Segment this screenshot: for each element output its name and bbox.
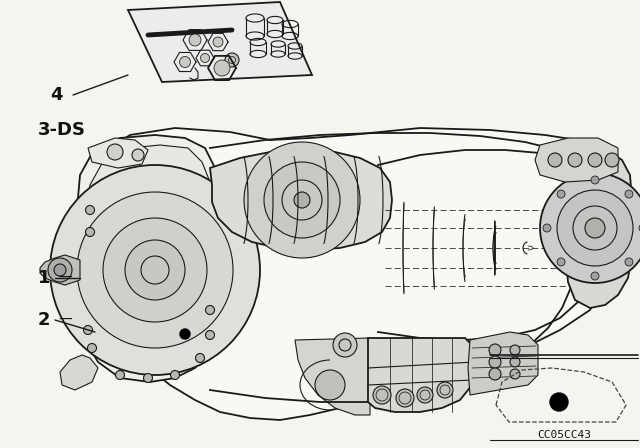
Circle shape [225,53,239,67]
Text: CC05CC43: CC05CC43 [537,430,591,440]
Circle shape [86,206,95,215]
Text: —: — [58,271,72,285]
Circle shape [294,192,310,208]
Polygon shape [368,338,475,412]
Circle shape [550,393,568,411]
Polygon shape [80,128,625,420]
Circle shape [264,162,340,238]
Circle shape [179,56,191,68]
Circle shape [489,356,501,368]
Circle shape [510,369,520,379]
Polygon shape [60,355,98,390]
Polygon shape [566,148,632,308]
Circle shape [205,331,214,340]
Circle shape [107,144,123,160]
Text: —: — [58,313,72,327]
Circle shape [557,190,565,198]
Polygon shape [88,138,148,168]
Circle shape [48,258,72,282]
Polygon shape [535,138,618,182]
Polygon shape [86,145,212,374]
Polygon shape [78,135,218,382]
Circle shape [489,344,501,356]
Circle shape [83,326,93,335]
Polygon shape [128,2,312,82]
Circle shape [548,153,562,167]
Text: 4: 4 [50,86,63,104]
Circle shape [205,306,214,314]
Circle shape [625,190,633,198]
Circle shape [54,264,66,276]
Circle shape [88,344,97,353]
Circle shape [557,190,633,266]
Circle shape [510,345,520,355]
Circle shape [605,153,619,167]
Polygon shape [40,255,80,285]
Circle shape [170,370,179,379]
Polygon shape [468,332,538,395]
Polygon shape [210,150,392,250]
Circle shape [125,240,185,300]
Circle shape [315,370,345,400]
Circle shape [625,258,633,266]
Circle shape [417,387,433,403]
Circle shape [143,374,152,383]
Circle shape [540,173,640,283]
Circle shape [588,153,602,167]
Circle shape [639,224,640,232]
Circle shape [543,224,551,232]
Circle shape [86,228,95,237]
Circle shape [180,329,190,339]
Circle shape [77,192,233,348]
Circle shape [189,34,201,46]
Circle shape [373,386,391,404]
Circle shape [333,333,357,357]
Circle shape [396,389,414,407]
Circle shape [591,176,599,184]
Text: 1: 1 [38,269,51,287]
Circle shape [489,368,501,380]
Circle shape [103,218,207,322]
Circle shape [214,60,230,76]
Circle shape [568,153,582,167]
Circle shape [50,165,260,375]
Circle shape [132,149,144,161]
Text: 3-DS: 3-DS [38,121,86,139]
Circle shape [557,258,565,266]
Circle shape [213,37,223,47]
Text: 2: 2 [38,311,51,329]
Circle shape [510,357,520,367]
Circle shape [244,142,360,258]
Circle shape [437,382,453,398]
Circle shape [115,370,125,379]
Polygon shape [295,338,370,415]
Circle shape [591,272,599,280]
Circle shape [585,218,605,238]
Circle shape [195,353,205,362]
Circle shape [200,53,209,63]
